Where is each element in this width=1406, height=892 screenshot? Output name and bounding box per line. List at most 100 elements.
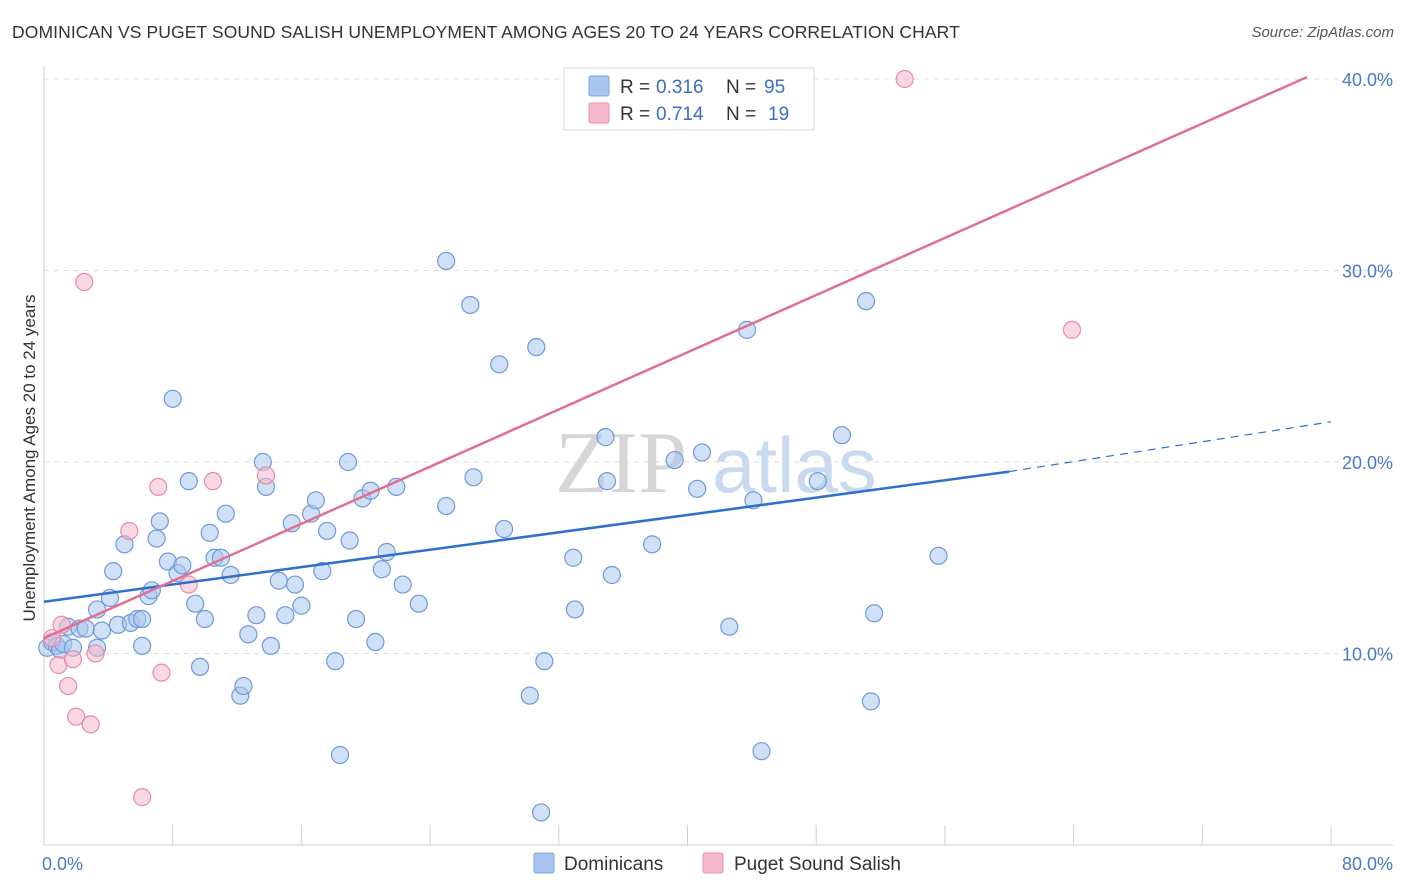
dominicans-point (596, 428, 615, 447)
dominicans-point (597, 472, 617, 491)
dominicans-point (216, 504, 235, 523)
dominicans-point (643, 535, 662, 554)
dominicans-point (832, 426, 852, 445)
puget-point (75, 272, 94, 292)
dominicans-point (292, 596, 311, 615)
dominicans-point (104, 562, 123, 581)
bottom-legend-swatch-dominicans (533, 852, 555, 874)
dominicans-point (564, 548, 583, 567)
dominicans-point (338, 452, 358, 472)
dominicans-point (692, 443, 712, 462)
dominicans-point (720, 617, 739, 636)
puget-point (81, 715, 100, 734)
dominicans-point (520, 686, 539, 705)
legend: R = 0.316 N = 95 R = 0.714 N = 19 (563, 67, 815, 131)
puget-point (179, 575, 198, 594)
dominicans-point (239, 625, 258, 644)
dominicans-point (276, 606, 295, 625)
dominicans-point (195, 609, 214, 629)
watermark-zip: ZIP (555, 415, 687, 512)
dominicans-point (490, 355, 509, 374)
legend-n-value: 95 (764, 77, 785, 98)
dominicans-point (147, 529, 166, 548)
dominicans-point (200, 523, 219, 542)
dominicans-point (437, 496, 456, 516)
dominicans-point (340, 531, 359, 550)
dominicans-point (234, 676, 253, 696)
legend-n-value: 19 (768, 104, 789, 125)
dominicans-point (495, 519, 514, 539)
dominicans-point (133, 609, 152, 629)
dominicans-point (285, 575, 305, 594)
dominicans-point (326, 652, 345, 671)
chart-title: DOMINICAN VS PUGET SOUND SALISH UNEMPLOY… (12, 22, 960, 42)
legend-r-label: R = (620, 104, 650, 125)
dominicans-point (688, 479, 707, 498)
puget-point (133, 788, 152, 807)
puget-point (149, 477, 168, 496)
legend-n-label: N = (726, 77, 756, 98)
legend-swatch-dominicans (588, 75, 610, 97)
dominicans-point (92, 621, 112, 640)
puget-point (203, 472, 223, 491)
y-tick-labels: 10.0% 20.0% 30.0% 40.0% (1342, 70, 1393, 665)
dominicans-point (461, 295, 480, 315)
source-credit: Source: ZipAtlas.com (1251, 24, 1394, 41)
axes (43, 66, 1393, 846)
dominicans-point (535, 652, 554, 671)
dominicans-point (464, 468, 483, 487)
puget-point (895, 69, 914, 89)
dominicans-point (409, 594, 428, 613)
y-tick-label: 10.0% (1342, 645, 1393, 665)
dominicans-point (190, 657, 210, 677)
dominicans-point (437, 251, 456, 271)
y-tick-label: 40.0% (1342, 70, 1393, 90)
dominicans-point (247, 606, 266, 625)
dominicans-point (133, 636, 152, 655)
dominicans-point (929, 546, 948, 565)
dominicans-point (372, 560, 391, 579)
dominicans-point (861, 692, 880, 711)
dominicans-point (346, 609, 366, 629)
legend-swatch-puget (588, 102, 610, 124)
dominicans-point (269, 571, 288, 590)
dominicans-point (808, 472, 827, 491)
y-tick-label: 30.0% (1342, 262, 1393, 282)
dominicans-point (179, 472, 198, 491)
puget-point (152, 663, 171, 682)
legend-r-label: R = (620, 77, 650, 98)
legend-n-label: N = (726, 104, 756, 125)
dominicans-point (186, 594, 205, 613)
bottom-legend-label-puget: Puget Sound Salish (734, 854, 901, 875)
dominicans-point (752, 742, 771, 761)
legend-r-value: 0.316 (656, 77, 704, 98)
legend-r-value: 0.714 (656, 104, 704, 125)
trend-lines (43, 75, 1332, 640)
puget-trend-line (43, 75, 1308, 640)
dominicans-trend-extension (1009, 421, 1332, 473)
y-tick-label: 20.0% (1342, 453, 1393, 473)
dominicans-point (532, 803, 551, 822)
dominicans-point (393, 575, 412, 594)
gridlines (44, 78, 1393, 654)
dominicans-point (313, 562, 332, 581)
puget-point (256, 466, 276, 485)
dominicans-point (163, 389, 182, 408)
puget-point (120, 521, 139, 541)
bottom-legend-label-dominicans: Dominicans (564, 854, 663, 875)
bottom-legend: Dominicans Puget Sound Salish (533, 852, 901, 875)
dominicans-point (318, 521, 337, 541)
puget-point (86, 644, 105, 663)
dominicans-point (261, 636, 280, 655)
dominicans-point (565, 600, 584, 619)
series-dominicans-points (38, 251, 948, 822)
series-puget-points (42, 69, 1082, 807)
watermark-atlas: atlas (712, 421, 877, 509)
dominicans-point (173, 556, 192, 575)
y-axis-label: Unemployment Among Ages 20 to 24 years (20, 295, 39, 622)
puget-point (63, 650, 83, 669)
dominicans-point (665, 450, 684, 470)
dominicans-point (602, 565, 621, 585)
puget-point (59, 676, 78, 696)
